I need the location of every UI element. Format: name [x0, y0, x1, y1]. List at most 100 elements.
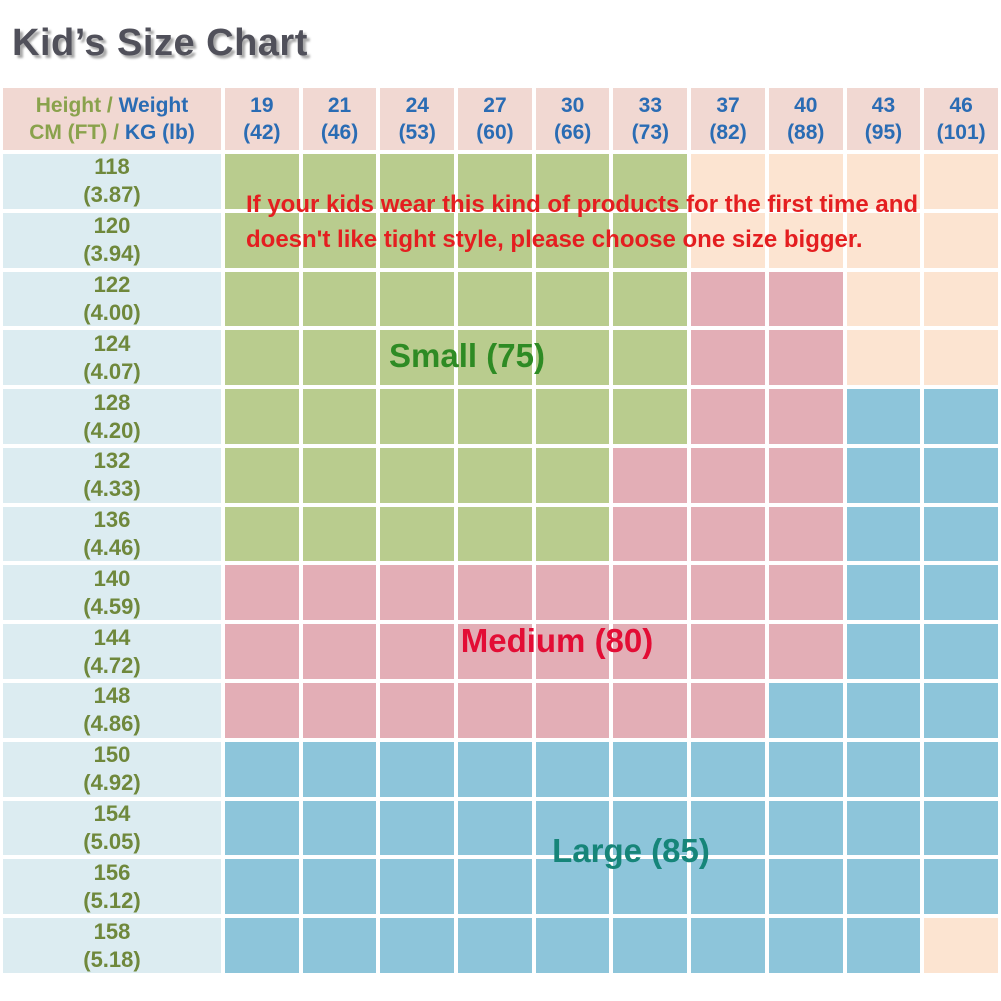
zone-label-small: Small (75) [389, 337, 545, 374]
cell-140-46 [924, 565, 998, 621]
cell-144-43 [846, 624, 921, 680]
cell-148-24 [380, 683, 455, 738]
cell-118-37 [691, 154, 765, 209]
column-header-kg: 27 [483, 94, 507, 117]
row-header-cm: 148 [93, 683, 131, 709]
cell-148-43 [846, 683, 921, 738]
cell-124-43 [846, 330, 921, 386]
corner-header-line-2: CM (FT) / KG (lb) [29, 119, 195, 146]
cell-158-24 [380, 918, 455, 973]
cell-132-30 [535, 447, 610, 503]
cell-122-40 [768, 271, 843, 327]
cell-156-30 [535, 859, 610, 915]
cell-140-30 [535, 565, 610, 621]
cell-156-40 [768, 859, 843, 915]
row-header-150: 150 (4.92) [3, 741, 221, 797]
cell-118-24 [380, 154, 455, 209]
cell-148-30 [535, 683, 610, 738]
cell-128-37 [691, 389, 765, 444]
cell-136-46 [924, 506, 998, 562]
cell-128-46 [924, 389, 998, 444]
cell-118-30 [535, 154, 610, 209]
row-header-ft: (4.92) [83, 770, 141, 796]
corner-header-line-1: Height / Weight [36, 92, 188, 119]
row-header-158: 158 (5.18) [3, 918, 221, 973]
column-header-30: 30 (66) [535, 88, 610, 150]
row-header-ft: (4.72) [83, 652, 141, 678]
cell-158-19 [225, 918, 299, 973]
column-header-lb: (66) [553, 121, 592, 144]
column-header-kg: 33 [638, 94, 663, 117]
row-header-cm: 118 [94, 154, 130, 180]
column-header-27: 27 (60) [458, 88, 532, 150]
column-header-lb: (60) [476, 121, 514, 144]
cell-144-30 [535, 624, 610, 680]
column-header-kg: 40 [794, 94, 818, 117]
corner-header-cell: Height / Weight CM (FT) / KG (lb) [3, 88, 221, 150]
column-header-kg: 19 [250, 94, 274, 117]
cell-140-37 [691, 565, 765, 621]
cell-122-19 [225, 271, 299, 327]
row-header-ft: (4.33) [83, 476, 141, 502]
cell-124-46 [924, 330, 998, 386]
cell-124-40 [768, 330, 843, 386]
cell-128-33 [613, 389, 688, 444]
cell-154-43 [846, 800, 921, 856]
cell-120-40 [768, 212, 843, 268]
cell-136-21 [302, 506, 377, 562]
cell-120-19 [225, 212, 299, 268]
row-header-120: 120 (3.94) [3, 212, 221, 268]
cell-150-30 [535, 741, 610, 797]
cell-150-33 [613, 741, 688, 797]
cell-158-37 [691, 918, 765, 973]
cell-120-21 [302, 212, 377, 268]
cell-156-37 [691, 859, 765, 915]
cell-156-43 [846, 859, 921, 915]
cell-156-27 [458, 859, 532, 915]
cell-148-37 [691, 683, 765, 738]
cell-122-33 [613, 271, 688, 327]
cell-128-40 [768, 389, 843, 444]
column-header-lb: (88) [787, 121, 825, 144]
column-header-lb: (95) [864, 121, 903, 144]
row-header-ft: (4.20) [83, 417, 141, 443]
row-header-140: 140 (4.59) [3, 565, 221, 621]
column-header-kg: 21 [327, 94, 352, 117]
row-header-ft: (5.05) [83, 829, 141, 855]
cell-124-24 [380, 330, 455, 386]
row-header-132: 132 (4.33) [3, 447, 221, 503]
cell-136-33 [613, 506, 688, 562]
cell-158-43 [846, 918, 921, 973]
cell-140-19 [225, 565, 299, 621]
cell-124-33 [613, 330, 688, 386]
column-header-lb: (42) [243, 121, 281, 144]
cell-132-27 [458, 447, 532, 503]
cell-132-37 [691, 447, 765, 503]
cell-122-37 [691, 271, 765, 327]
row-header-ft: (4.46) [83, 535, 141, 561]
cell-124-30 [535, 330, 610, 386]
cell-136-19 [225, 506, 299, 562]
cell-156-19 [225, 859, 299, 915]
row-header-ft: (4.07) [83, 358, 141, 384]
zone-label-medium: Medium (80) [460, 622, 654, 659]
cell-154-27 [458, 800, 532, 856]
cell-154-40 [768, 800, 843, 856]
cell-154-21 [302, 800, 377, 856]
cell-128-27 [458, 389, 532, 444]
cell-150-43 [846, 741, 921, 797]
cell-122-46 [924, 271, 998, 327]
cell-156-21 [302, 859, 377, 915]
column-header-24: 24 (53) [380, 88, 455, 150]
row-header-ft: (4.86) [83, 711, 141, 737]
row-header-144: 144 (4.72) [3, 624, 221, 680]
page-title: Kid’s Size Chart [12, 22, 308, 64]
cell-118-43 [846, 154, 921, 209]
cell-136-27 [458, 506, 532, 562]
cell-154-46 [924, 800, 998, 856]
cell-154-30 [535, 800, 610, 856]
cell-136-40 [768, 506, 843, 562]
corner-header-text-blue: KG (lb) [124, 121, 195, 144]
cell-118-27 [458, 154, 532, 209]
